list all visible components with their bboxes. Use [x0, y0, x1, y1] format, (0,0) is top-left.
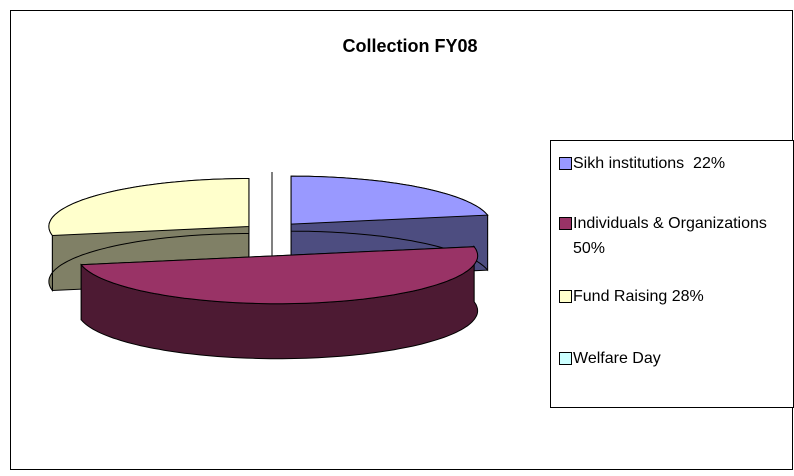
- legend-label: Individuals & Organizations 50%: [573, 215, 776, 257]
- legend-label: Fund Raising 28%: [573, 288, 704, 305]
- slice-top: [48, 178, 250, 237]
- pie: [48, 172, 489, 360]
- legend-item: Individuals & Organizations 50%: [559, 211, 779, 261]
- legend-swatch: [559, 290, 572, 303]
- legend-label: Sikh institutions 22%: [573, 155, 726, 172]
- legend-swatch: [559, 217, 572, 230]
- slice-top: [290, 175, 489, 225]
- legend-label: Welfare Day: [573, 350, 661, 367]
- legend: Sikh institutions 22% Individuals & Organ…: [550, 140, 794, 408]
- legend-item: Fund Raising 28%: [559, 284, 779, 309]
- legend-swatch: [559, 352, 572, 365]
- legend-swatch: [559, 157, 572, 170]
- slice-top: [80, 246, 479, 305]
- legend-item: Welfare Day: [559, 346, 779, 371]
- chart-title: Collection FY08: [342, 36, 477, 56]
- legend-item: Sikh institutions 22%: [559, 151, 779, 176]
- slice: [80, 245, 479, 360]
